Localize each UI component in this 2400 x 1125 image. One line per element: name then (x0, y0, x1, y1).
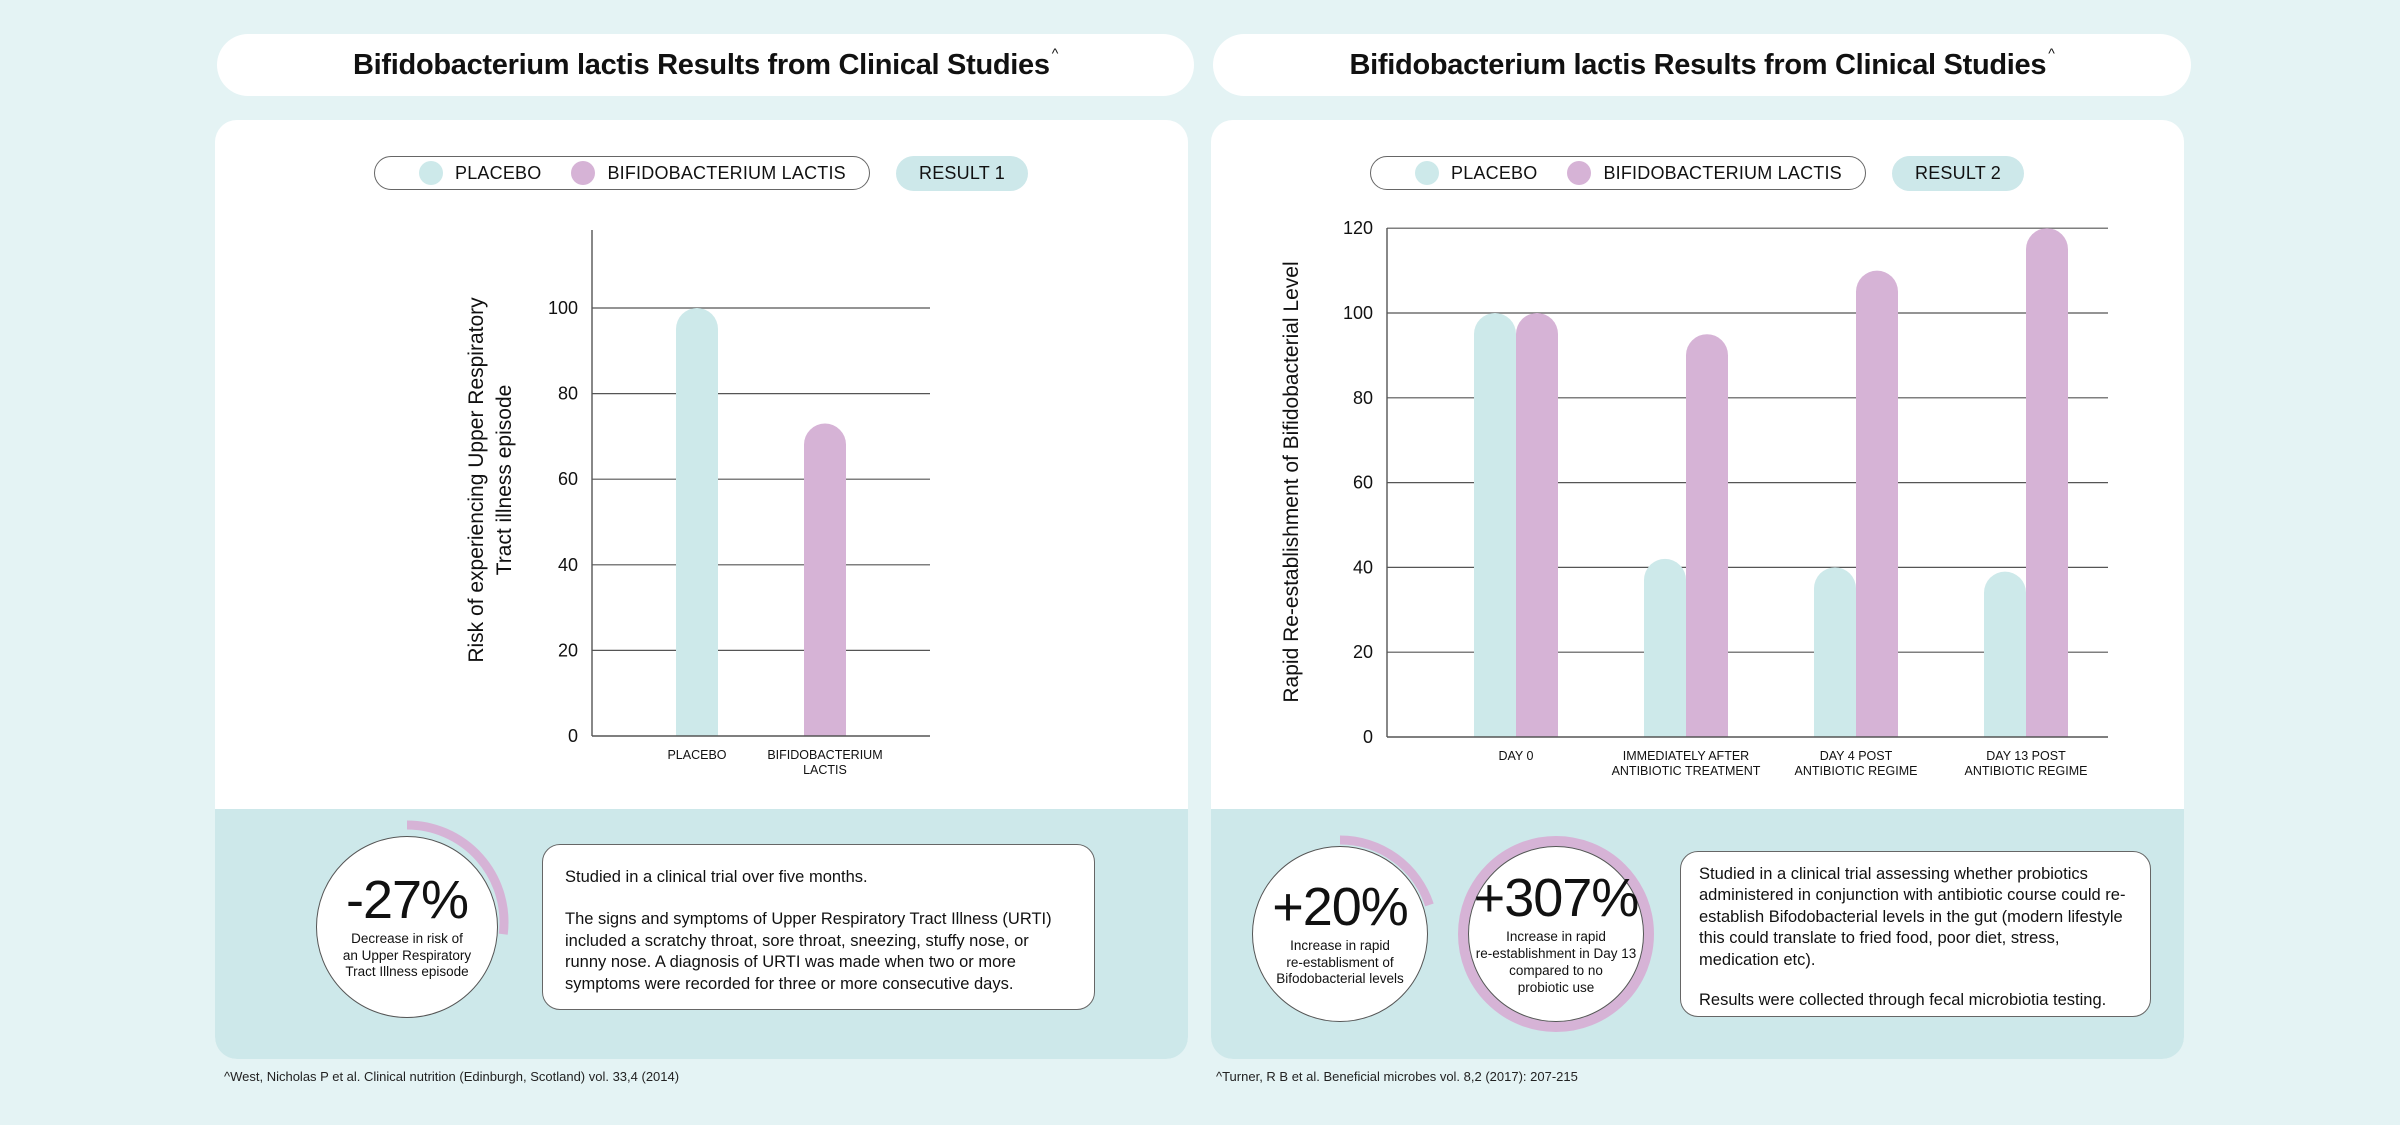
right-stat-1-description: Increase in rapid re-establisment of Bif… (1276, 938, 1404, 989)
right-legend: PLACEBO BIFIDOBACTERIUM LACTIS (1370, 156, 1866, 190)
left-legend: PLACEBO BIFIDOBACTERIUM LACTIS (374, 156, 870, 190)
y-tick-label: 100 (548, 298, 578, 318)
left-stat-description: Decrease in risk of an Upper Respiratory… (343, 931, 471, 982)
left-footnote: ^West, Nicholas P et al. Clinical nutrit… (224, 1069, 680, 1084)
y-axis-label: Tract illness episode (493, 385, 516, 576)
right-stat-1-progress-arc (1339, 835, 1434, 907)
x-tick-label: BIFIDOBACTERIUM (767, 748, 882, 762)
right-title-pill: Bifidobacterium lactis Results from Clin… (1213, 34, 2191, 96)
right-description-box: Studied in a clinical trial assessing wh… (1680, 851, 2151, 1017)
bar-bifido (1686, 334, 1728, 737)
left-stat-circle: -27% Decrease in risk of an Upper Respir… (316, 836, 498, 1018)
legend-label-bifido: BIFIDOBACTERIUM LACTIS (607, 162, 846, 183)
bar-bifido (2026, 228, 2068, 737)
left-description-p1: Studied in a clinical trial over five mo… (565, 868, 868, 886)
left-title: Bifidobacterium lactis Results from Clin… (353, 48, 1050, 81)
right-description-p2: Results were collected through fecal mic… (1699, 991, 2107, 1010)
right-stat-1-value: +20% (1272, 876, 1409, 937)
bar-placebo (1814, 567, 1856, 737)
left-description-p2: The signs and symptoms of Upper Respirat… (565, 910, 1052, 993)
left-title-pill: Bifidobacterium lactis Results from Clin… (217, 34, 1194, 96)
right-description-p1: Studied in a clinical trial assessing wh… (1699, 865, 2126, 969)
placebo-swatch-icon (419, 161, 443, 185)
y-tick-label: 20 (1353, 642, 1373, 662)
right-stat-2-description: Increase in rapid re-establishment in Da… (1476, 929, 1637, 997)
y-tick-label: 60 (558, 469, 578, 489)
left-description-box: Studied in a clinical trial over five mo… (542, 844, 1095, 1010)
y-tick-label: 80 (1353, 388, 1373, 408)
x-tick-label: ANTIBIOTIC TREATMENT (1612, 764, 1761, 778)
x-tick-label: IMMEDIATELY AFTER (1623, 749, 1749, 763)
x-tick-label: ANTIBIOTIC REGIME (1965, 764, 2088, 778)
y-tick-label: 40 (558, 555, 578, 575)
y-tick-label: 60 (1353, 473, 1373, 493)
bar-placebo (1474, 313, 1516, 737)
y-axis-label: Risk of experiencing Upper Respiratory (465, 297, 488, 663)
legend-item-bifido: BIFIDOBACTERIUM LACTIS (1567, 161, 1842, 185)
y-tick-label: 120 (1343, 218, 1373, 238)
y-axis-label: Rapid Re-establishment of Bifidobacteria… (1280, 261, 1303, 702)
x-tick-label: LACTIS (803, 763, 847, 777)
legend-label-placebo: PLACEBO (455, 162, 542, 183)
stat-description-line: an Upper Respiratory (342, 947, 472, 963)
stat-description-line: Increase in rapid (1506, 929, 1606, 945)
stat-description-line: Tract Illness episode (345, 964, 469, 980)
x-tick-label: PLACEBO (667, 748, 726, 762)
legend-label-placebo: PLACEBO (1451, 162, 1538, 183)
right-stat-circle-2: +307% Increase in rapid re-establishment… (1468, 846, 1644, 1022)
right-title-footnote-mark: ^ (2048, 45, 2055, 61)
chart-1: 0 20 40 60 80 100 PLACEBO BIFIDOBACTERIUMLACTIS… (465, 230, 930, 777)
bar-placebo (1644, 558, 1686, 737)
x-tick-label: DAY 13 POST (1986, 749, 2066, 763)
bar-bifido (1516, 313, 1558, 737)
stat-description-line: probiotic use (1517, 979, 1595, 995)
bar-bifido (1856, 270, 1898, 737)
y-tick-label: 20 (558, 640, 578, 660)
bar-bifido (804, 423, 846, 736)
bifido-swatch-icon (571, 161, 596, 185)
legend-item-placebo: PLACEBO (1415, 161, 1537, 185)
left-stat-progress-arc (406, 820, 509, 935)
result-1-badge: RESULT 1 (896, 156, 1028, 191)
right-title: Bifidobacterium lactis Results from Clin… (1349, 48, 2047, 81)
y-tick-label: 0 (568, 726, 578, 746)
legend-item-placebo: PLACEBO (419, 161, 541, 185)
stat-description-line: re-establishment in Day 13 (1475, 946, 1637, 962)
right-stat-circle-1: +20% Increase in rapid re-establisment o… (1252, 846, 1428, 1022)
left-title-footnote-mark: ^ (1051, 45, 1059, 61)
legend-label-bifido: BIFIDOBACTERIUM LACTIS (1603, 162, 1842, 183)
legend-item-bifido: BIFIDOBACTERIUM LACTIS (571, 161, 846, 185)
right-stat-2-progress-ring (1458, 836, 1654, 1032)
y-tick-label: 40 (1353, 557, 1373, 577)
bar-placebo (676, 308, 718, 736)
x-tick-label: DAY 0 (1499, 749, 1534, 763)
stat-description-line: Bifodobacterial levels (1276, 971, 1404, 987)
stat-description-line: Decrease in risk of (351, 930, 463, 946)
bifido-swatch-icon (1567, 161, 1592, 185)
right-stat-2-value: +307% (1473, 868, 1640, 929)
y-tick-label: 100 (1343, 303, 1373, 323)
result-2-badge: RESULT 2 (1892, 156, 2024, 191)
y-tick-label: 0 (1363, 727, 1373, 747)
stat-description-line: Increase in rapid (1290, 937, 1390, 953)
x-tick-label: ANTIBIOTIC REGIME (1795, 764, 1918, 778)
x-tick-label: DAY 4 POST (1820, 749, 1893, 763)
stat-description-line: re-establisment of (1286, 954, 1394, 970)
placebo-swatch-icon (1415, 161, 1439, 185)
bar-placebo (1984, 571, 2026, 737)
y-tick-label: 80 (558, 384, 578, 404)
left-stat-value: -27% (345, 869, 469, 930)
right-footnote: ^Turner, R B et al. Beneficial microbes … (1216, 1069, 1578, 1084)
stat-description-line: compared to no (1509, 963, 1603, 978)
